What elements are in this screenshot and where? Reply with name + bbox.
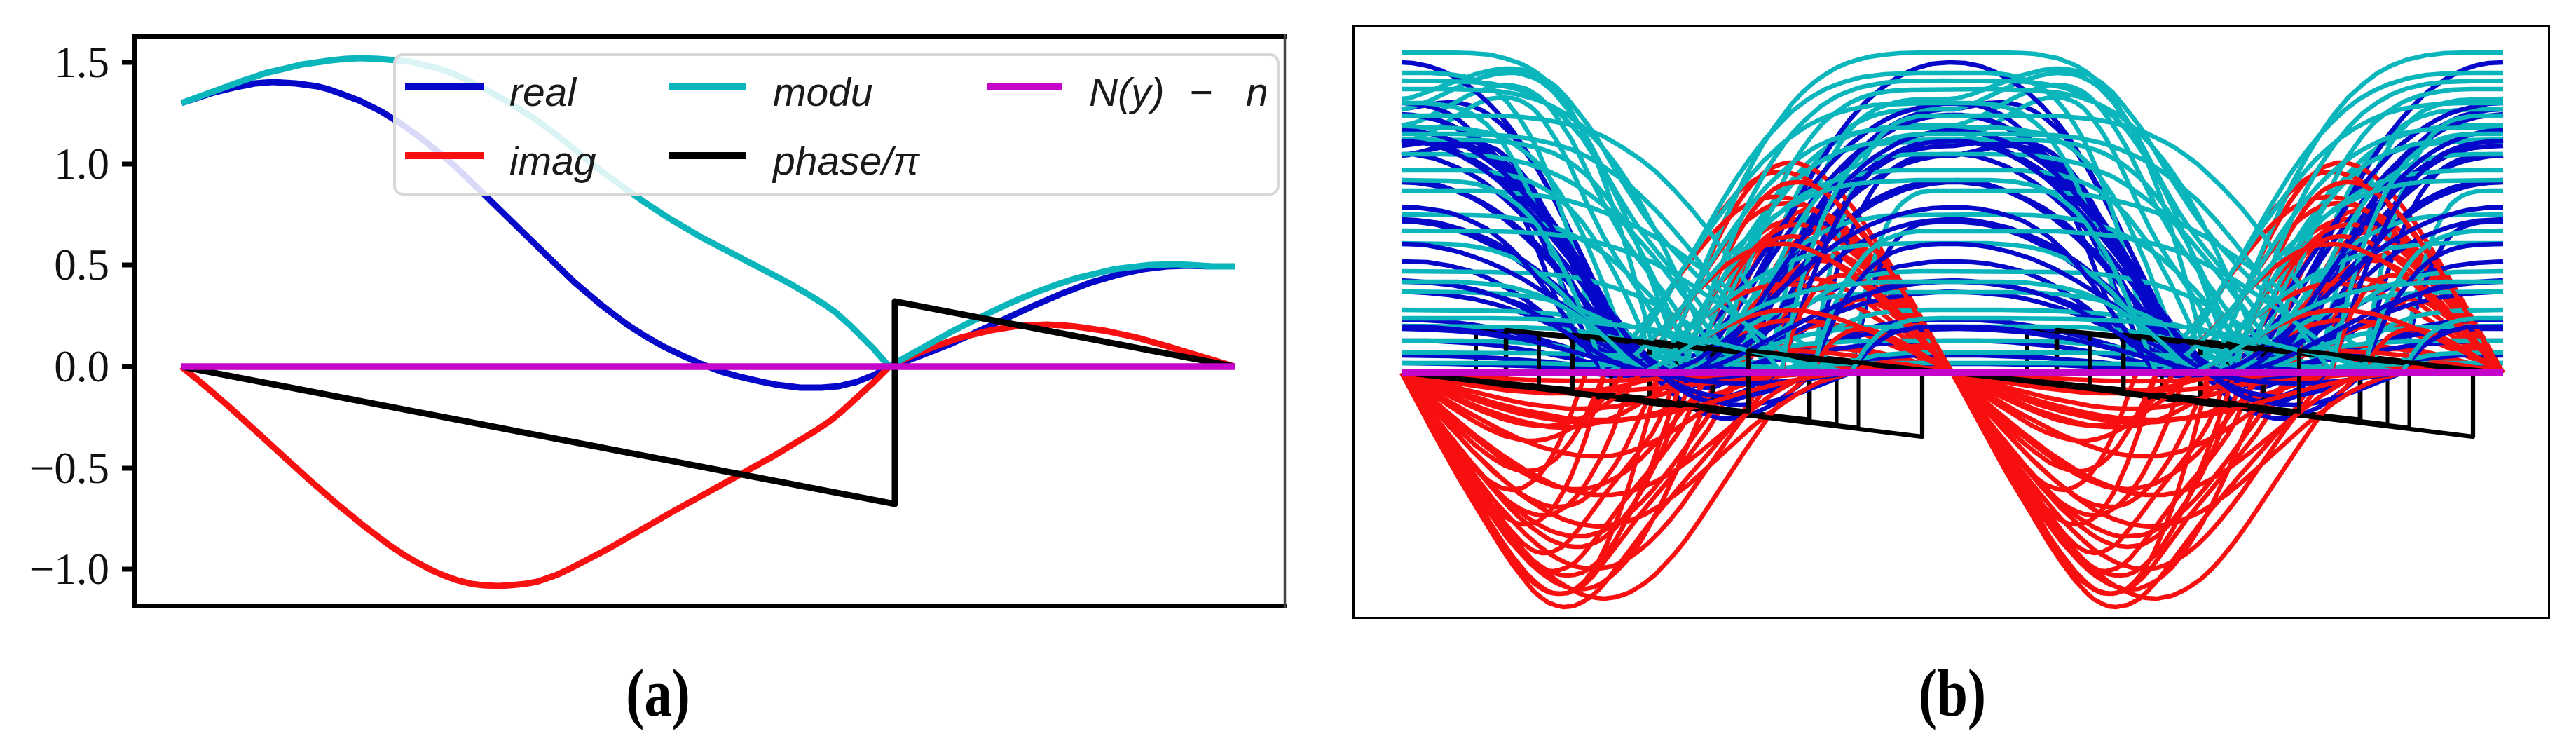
svg-text:0.0: 0.0 <box>54 342 109 391</box>
svg-text:imag: imag <box>509 139 596 184</box>
svg-text:1.0: 1.0 <box>54 139 109 189</box>
svg-text:real: real <box>509 70 577 115</box>
svg-text:1.5: 1.5 <box>54 38 109 87</box>
svg-text:N(y): N(y) <box>1089 70 1165 115</box>
svg-text:n: n <box>1246 70 1268 115</box>
svg-text:−0.5: −0.5 <box>29 444 109 493</box>
svg-text:modu: modu <box>773 70 873 115</box>
svg-text:−: − <box>1189 70 1212 115</box>
svg-text:−1.0: −1.0 <box>29 545 109 594</box>
svg-text:phase/π: phase/π <box>772 139 921 184</box>
svg-text:(b): (b) <box>1919 656 1986 730</box>
svg-text:(a): (a) <box>626 656 690 730</box>
svg-text:0.5: 0.5 <box>54 240 109 289</box>
